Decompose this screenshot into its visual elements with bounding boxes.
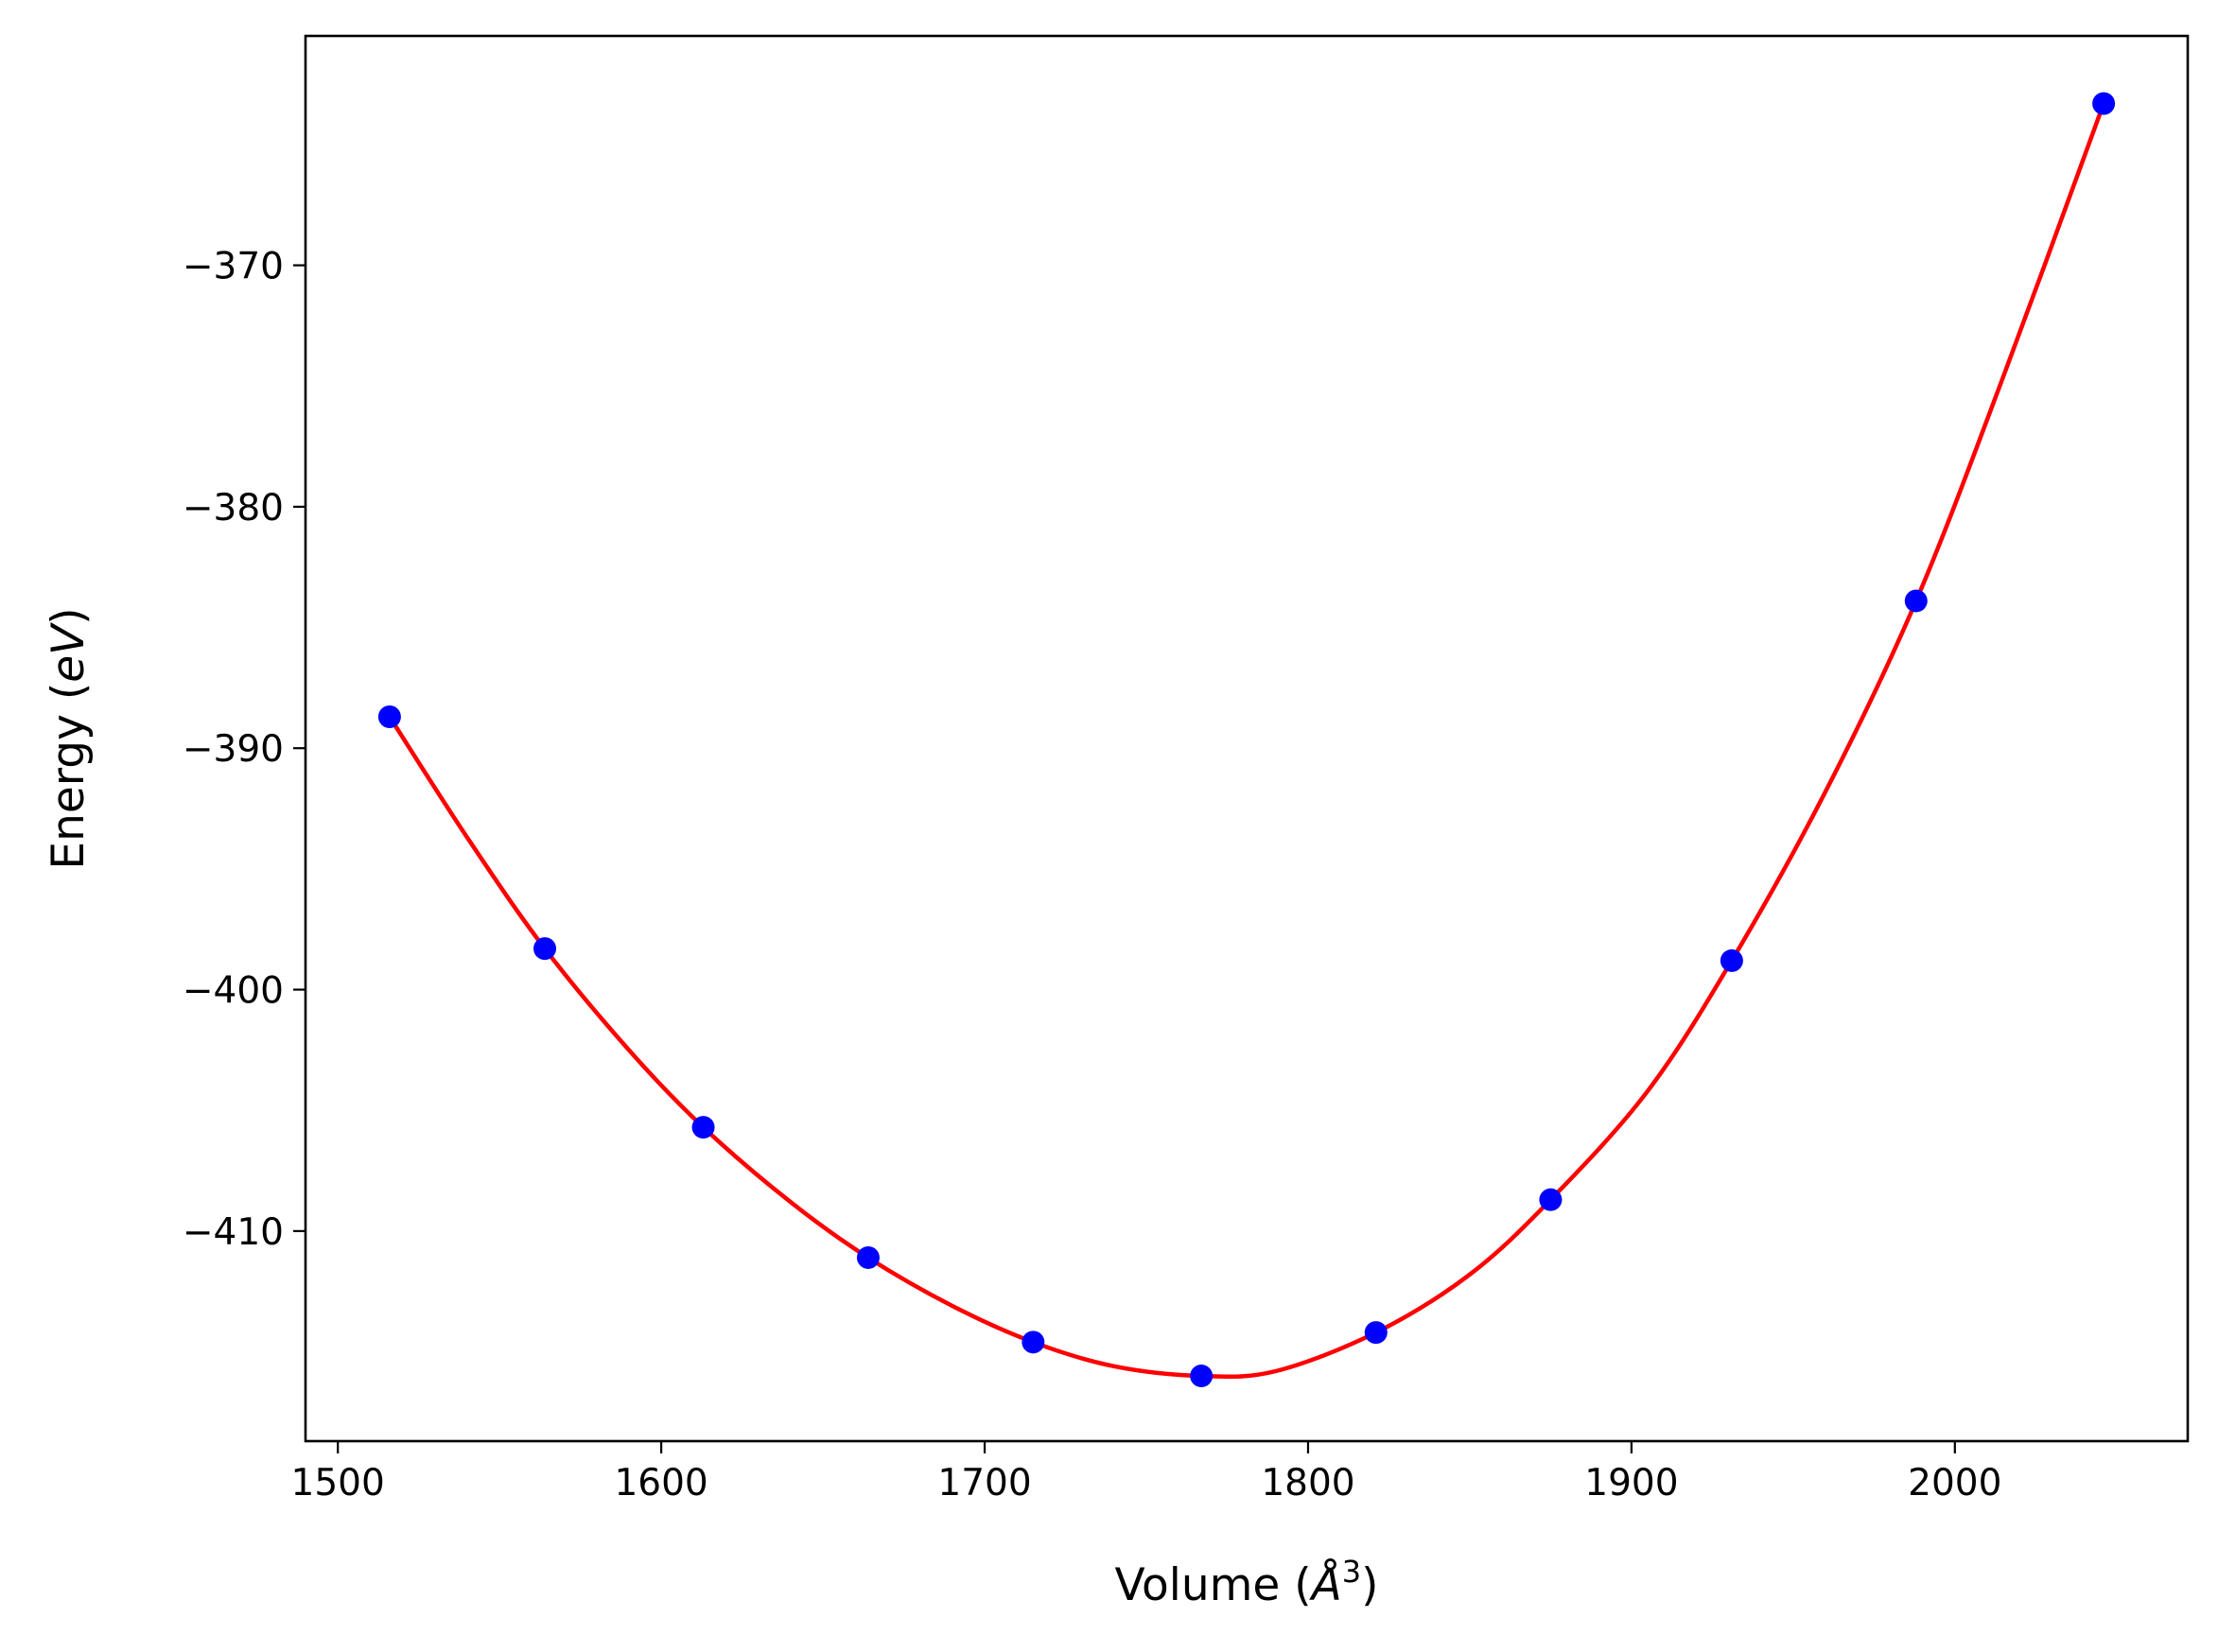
- x-tick-label: 1600: [614, 1462, 707, 1504]
- x-tick-label: 1700: [937, 1462, 1031, 1504]
- data-point: [1539, 1188, 1563, 1211]
- fit-curve: [387, 101, 2106, 1380]
- y-axis-title: Energy (eV): [43, 607, 95, 869]
- data-point: [1904, 589, 1928, 613]
- data-point: [2092, 92, 2116, 115]
- x-axis-title-power: 3: [1342, 1554, 1361, 1590]
- y-tick-label: −400: [183, 970, 284, 1013]
- data-point: [1190, 1365, 1214, 1388]
- x-axis-title-suffix: ): [1361, 1559, 1378, 1611]
- x-axis-ticks: 1500 1600 1700 1800 1900 2000: [291, 1441, 2001, 1504]
- plot-area: [377, 92, 2116, 1388]
- data-point: [1720, 948, 1743, 972]
- x-tick-label: 1900: [1584, 1462, 1678, 1504]
- y-tick-label: −370: [183, 246, 284, 288]
- data-point: [856, 1245, 880, 1269]
- data-point: [1364, 1321, 1388, 1345]
- x-axis-title-symbol: Å: [1309, 1559, 1342, 1611]
- data-point: [1022, 1330, 1045, 1354]
- y-tick-label: −380: [183, 487, 284, 530]
- y-axis-title-unit: eV: [43, 622, 95, 683]
- x-axis-title-prefix: Volume (: [1115, 1559, 1312, 1611]
- data-point: [533, 937, 557, 961]
- y-axis-title-suffix: ): [43, 607, 95, 624]
- y-tick-label: −410: [183, 1211, 284, 1254]
- x-tick-label: 2000: [1908, 1462, 2001, 1504]
- data-point: [377, 705, 401, 729]
- y-tick-label: −390: [183, 728, 284, 771]
- y-axis-ticks: −370 −380 −390 −400 −410: [183, 246, 306, 1254]
- x-axis-title: Volume (Å3): [1115, 1554, 1379, 1611]
- y-axis-title-prefix: Energy (: [43, 683, 95, 870]
- x-tick-label: 1800: [1261, 1462, 1354, 1504]
- data-point: [691, 1116, 715, 1139]
- axes-frame: [304, 34, 2190, 1443]
- x-tick-label: 1500: [291, 1462, 385, 1504]
